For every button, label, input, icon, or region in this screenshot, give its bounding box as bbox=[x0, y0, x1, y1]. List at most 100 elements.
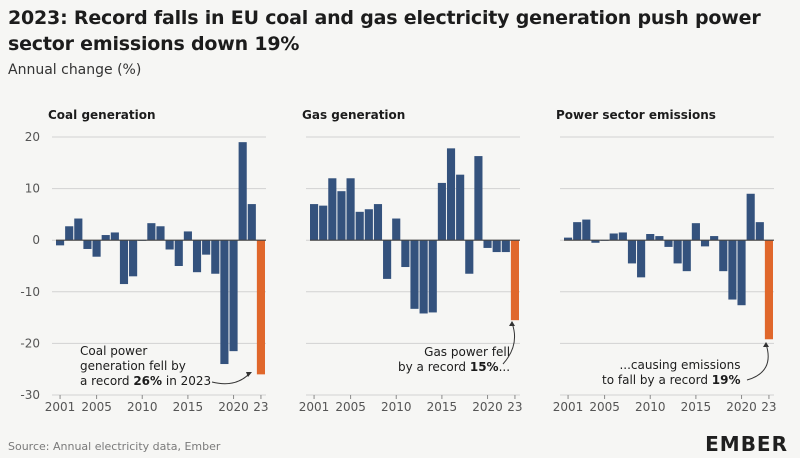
bar-2023 bbox=[764, 240, 773, 340]
bar-2014 bbox=[428, 240, 437, 313]
bar-2020 bbox=[483, 240, 492, 248]
bar-2012 bbox=[410, 240, 419, 309]
x-tick-label: 2020 bbox=[218, 400, 249, 414]
bar-2009 bbox=[383, 240, 392, 279]
bar-2004 bbox=[83, 240, 92, 249]
coal-annotation-line1: Coal power bbox=[80, 344, 148, 358]
bar-2011 bbox=[147, 223, 156, 241]
panel-title-1: Gas generation bbox=[302, 108, 405, 122]
bar-2015 bbox=[437, 182, 446, 241]
bar-2012 bbox=[664, 240, 673, 247]
emissions-annotation-value: 19% bbox=[711, 373, 741, 387]
bar-2003 bbox=[328, 178, 337, 241]
x-tick-label: 2001 bbox=[553, 400, 584, 414]
x-tick-label: 2015 bbox=[173, 400, 204, 414]
bar-2018 bbox=[719, 240, 728, 272]
coal-arrowhead bbox=[246, 372, 252, 377]
emissions-annotation-arrow bbox=[746, 343, 769, 381]
x-tick-label: 2005 bbox=[589, 400, 620, 414]
bar-2008 bbox=[373, 204, 383, 241]
gas-annotation: Gas power fell by a record 15%... bbox=[398, 345, 510, 375]
bar-2015 bbox=[183, 231, 192, 241]
bar-2021 bbox=[492, 240, 501, 253]
bar-2020 bbox=[737, 240, 746, 306]
bar-2001 bbox=[56, 240, 65, 246]
bar-2010 bbox=[646, 234, 655, 241]
bar-2011 bbox=[655, 236, 664, 241]
bar-2017 bbox=[202, 240, 211, 255]
bar-2003 bbox=[582, 219, 591, 241]
y-tick-label: 0 bbox=[32, 233, 40, 247]
bar-2008 bbox=[119, 240, 129, 285]
x-tick-label: 2015 bbox=[427, 400, 458, 414]
bar-2021 bbox=[238, 142, 247, 241]
bar-2020 bbox=[229, 240, 238, 352]
bar-2022 bbox=[247, 204, 256, 241]
bar-2004 bbox=[591, 240, 600, 243]
bar-2022 bbox=[755, 222, 764, 241]
bar-2006 bbox=[355, 211, 364, 241]
source-note: Source: Annual electricity data, Ember bbox=[8, 440, 221, 453]
coal-annotation-arrow bbox=[211, 372, 251, 385]
x-tick-label: 2001 bbox=[45, 400, 76, 414]
bar-2003 bbox=[74, 218, 83, 241]
bar-2016 bbox=[192, 240, 202, 273]
emissions-annotation-line2: to fall by a record 19% bbox=[602, 373, 741, 387]
x-tick-label: 23 bbox=[507, 400, 522, 414]
gas-arrowhead bbox=[509, 321, 515, 326]
bar-2013 bbox=[419, 240, 428, 314]
y-tick-label: 10 bbox=[25, 182, 40, 196]
bar-2014 bbox=[174, 240, 183, 266]
x-tick-label: 2005 bbox=[81, 400, 112, 414]
bar-2018 bbox=[211, 240, 220, 274]
bar-2002 bbox=[65, 226, 74, 241]
x-tick-label: 2020 bbox=[726, 400, 757, 414]
bar-2006 bbox=[101, 235, 110, 241]
x-tick-label: 2010 bbox=[381, 400, 412, 414]
bar-2019 bbox=[474, 156, 483, 241]
bar-2010 bbox=[392, 218, 401, 241]
bar-2014 bbox=[682, 240, 691, 272]
bar-2009 bbox=[129, 240, 138, 277]
bar-2013 bbox=[673, 240, 682, 264]
bar-2001 bbox=[564, 237, 573, 241]
bar-2005 bbox=[92, 240, 101, 257]
chart-title: 2023: Record falls in EU coal and gas el… bbox=[8, 7, 761, 55]
bar-2021 bbox=[746, 193, 755, 241]
bar-2019 bbox=[728, 240, 737, 300]
bar-2007 bbox=[618, 232, 627, 241]
x-tick-label: 2005 bbox=[335, 400, 366, 414]
gas-annotation-value: 15% bbox=[469, 360, 499, 374]
x-tick-label: 2015 bbox=[681, 400, 712, 414]
bar-2016 bbox=[700, 240, 710, 247]
bar-2019 bbox=[220, 240, 229, 365]
bar-2013 bbox=[165, 240, 174, 250]
bar-2017 bbox=[710, 236, 719, 241]
bar-2006 bbox=[609, 233, 618, 241]
bar-2016 bbox=[446, 148, 456, 241]
gas-annotation-arrow bbox=[502, 322, 515, 365]
emissions-annotation-line1: ...causing emissions bbox=[619, 358, 741, 372]
panel-title-0: Coal generation bbox=[48, 108, 156, 122]
emissions-arrowhead bbox=[763, 342, 769, 347]
y-tick-label: -10 bbox=[20, 285, 40, 299]
bar-2023 bbox=[510, 240, 519, 321]
gas-annotation-line2: by a record 15%... bbox=[398, 360, 511, 374]
x-tick-label: 2010 bbox=[127, 400, 158, 414]
bar-2022 bbox=[501, 240, 510, 253]
coal-annotation-value: 26% bbox=[133, 374, 163, 388]
bar-2002 bbox=[319, 205, 328, 241]
bar-2002 bbox=[573, 222, 582, 241]
coal-annotation-line2: generation fell by bbox=[80, 359, 186, 373]
bar-2017 bbox=[456, 174, 465, 241]
bar-2015 bbox=[691, 223, 700, 241]
bar-2004 bbox=[337, 191, 346, 241]
bar-2023 bbox=[256, 240, 265, 375]
gas-annotation-line1: Gas power fell bbox=[424, 345, 511, 359]
emissions-annotation: ...causing emissions to fall by a record… bbox=[602, 358, 741, 388]
y-tick-label: -20 bbox=[20, 336, 40, 350]
x-tick-label: 2010 bbox=[635, 400, 666, 414]
coal-annotation: Coal power generation fell by a record 2… bbox=[80, 344, 211, 389]
x-tick-label: 2001 bbox=[299, 400, 330, 414]
